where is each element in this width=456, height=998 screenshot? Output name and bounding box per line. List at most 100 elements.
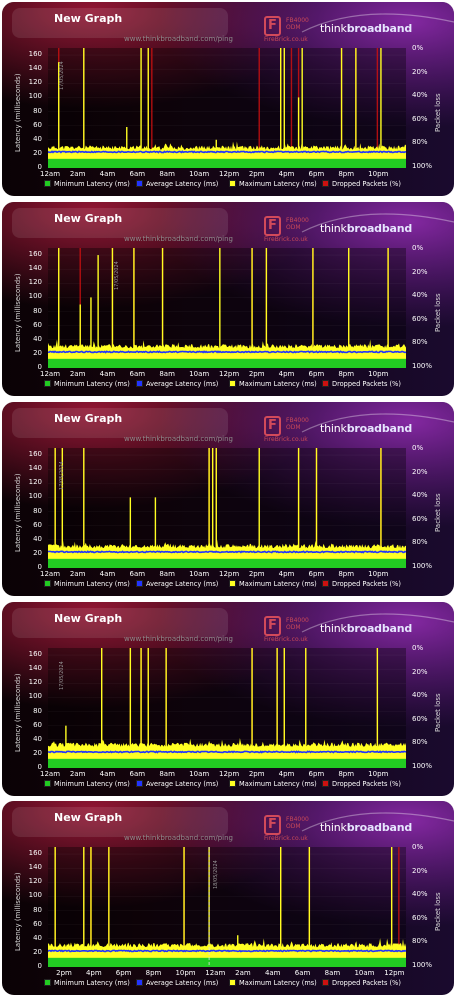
y-axis-label-right: Packet loss <box>434 93 442 132</box>
logo-swoosh <box>301 413 454 433</box>
x-tick-label: 4am <box>264 969 281 977</box>
packet-loss-tick: 60% <box>412 314 428 323</box>
legend-item-drop: Dropped Packets (%) <box>322 380 401 388</box>
x-tick-label: 10am <box>189 770 210 778</box>
legend-label: Maximum Latency (ms) <box>239 380 317 388</box>
x-tick-label: 10am <box>189 170 210 178</box>
y-tick-label: 40 <box>33 334 42 343</box>
x-tick-label: 2pm <box>56 969 72 977</box>
logo-swoosh <box>301 812 454 832</box>
firebrick-line1: FB4000 <box>286 816 309 823</box>
chart-legend: Minimum Latency (ms) Average Latency (ms)… <box>44 979 414 991</box>
packet-loss-tick: 80% <box>412 937 428 946</box>
x-tick-label: 10pm <box>175 969 196 977</box>
packet-loss-tick: 0% <box>412 44 424 52</box>
x-tick-label: 8pm <box>338 370 355 378</box>
date-label: 17/05/2024 <box>58 61 65 90</box>
legend-swatch <box>322 380 329 387</box>
packet-loss-tick: 100% <box>412 362 433 370</box>
y-axis-label-right: Packet loss <box>434 693 442 732</box>
legend-swatch <box>136 380 143 387</box>
firebrick-line1: FB4000 <box>286 417 309 424</box>
legend-item-avg: Average Latency (ms) <box>136 780 218 788</box>
y-tick-label: 120 <box>28 678 42 687</box>
latency-plot <box>48 248 406 368</box>
y-tick-label: 160 <box>28 50 42 59</box>
logo-think: think <box>320 821 347 834</box>
packet-loss-tick: 60% <box>412 714 428 723</box>
y-tick-label: 160 <box>28 450 42 459</box>
thinkbroadband-logo: thinkbroadband <box>320 422 412 435</box>
legend-swatch <box>44 180 51 187</box>
legend-swatch <box>136 780 143 787</box>
site-url: www.thinkbroadband.com/ping <box>124 235 233 243</box>
legend-swatch <box>322 979 329 986</box>
packet-loss-tick: 0% <box>412 644 424 652</box>
dropped-packet-bar <box>290 48 293 168</box>
legend-label: Minimum Latency (ms) <box>54 780 130 788</box>
avg-latency-line <box>48 949 406 953</box>
graph-panel: New Graph www.thinkbroadband.com/ping F FB4… <box>2 2 454 196</box>
x-tick-label: 2pm <box>248 570 265 578</box>
site-url: www.thinkbroadband.com/ping <box>124 635 233 643</box>
y-tick-label: 80 <box>33 306 42 315</box>
graph-panel: New Graph www.thinkbroadband.com/ping F FB4… <box>2 801 454 995</box>
x-tick-label: 8am <box>324 969 341 977</box>
x-tick-label: 8am <box>159 770 175 778</box>
y-tick-label: 40 <box>33 534 42 543</box>
date-label: 18/05/2024 <box>212 860 219 889</box>
site-url: www.thinkbroadband.com/ping <box>124 35 233 43</box>
y-tick-label: 140 <box>28 264 42 273</box>
legend-label: Average Latency (ms) <box>146 180 219 188</box>
y-tick-label: 60 <box>33 919 42 928</box>
legend-item-avg: Average Latency (ms) <box>136 580 218 588</box>
x-tick-label: 8pm <box>338 170 355 178</box>
avg-latency-line <box>48 750 406 754</box>
x-tick-label: 12am <box>40 370 61 378</box>
firebrick-line1: FB4000 <box>286 617 309 624</box>
x-tick-label: 6am <box>294 969 311 977</box>
graph-panel: New Graph www.thinkbroadband.com/ping F FB4… <box>2 202 454 396</box>
legend-swatch <box>229 979 236 986</box>
legend-swatch <box>44 380 51 387</box>
y-tick-label: 20 <box>33 148 42 157</box>
x-tick-label: 12am <box>40 570 61 578</box>
title-box: New Graph <box>12 807 228 837</box>
graph-title: New Graph <box>54 212 123 225</box>
x-tick-label: 12pm <box>219 770 240 778</box>
y-tick-label: 0 <box>37 563 42 571</box>
firebrick-line3: FireBrick.co.uk <box>264 36 308 43</box>
y-tick-label: 0 <box>37 163 42 171</box>
firebrick-logo: F FB4000 ODM FireBrick.co.uk <box>264 216 314 243</box>
dropped-packet-bar <box>398 847 400 967</box>
packet-loss-tick: 40% <box>412 291 428 300</box>
legend-item-drop: Dropped Packets (%) <box>322 580 401 588</box>
legend-item-drop: Dropped Packets (%) <box>322 180 401 188</box>
y-tick-label: 20 <box>33 548 42 557</box>
logo-broadband: broadband <box>346 22 413 35</box>
packet-loss-tick: 60% <box>412 913 428 922</box>
x-tick-label: 12am <box>205 969 226 977</box>
x-tick-label: 4pm <box>278 570 295 578</box>
legend-label: Average Latency (ms) <box>146 580 219 588</box>
packet-loss-tick: 100% <box>412 762 433 770</box>
legend-swatch <box>44 979 51 986</box>
legend-label: Minimum Latency (ms) <box>54 380 130 388</box>
y-tick-label: 60 <box>33 120 42 129</box>
firebrick-logo: F FB4000 ODM FireBrick.co.uk <box>264 16 314 43</box>
latency-plot <box>48 48 406 168</box>
legend-item-min: Minimum Latency (ms) <box>44 180 130 188</box>
legend-swatch <box>229 780 236 787</box>
y-tick-label: 60 <box>33 720 42 729</box>
packet-loss-tick: 40% <box>412 491 428 500</box>
y-tick-label: 120 <box>28 278 42 287</box>
legend-label: Dropped Packets (%) <box>332 180 401 188</box>
firebrick-icon: F <box>264 16 281 36</box>
packet-loss-tick: 40% <box>412 691 428 700</box>
y-tick-label: 140 <box>28 664 42 673</box>
chart-legend: Minimum Latency (ms) Average Latency (ms)… <box>44 580 414 592</box>
legend-swatch <box>136 180 143 187</box>
legend-label: Dropped Packets (%) <box>332 380 401 388</box>
x-tick-label: 12am <box>40 170 61 178</box>
y-tick-label: 100 <box>28 292 42 301</box>
